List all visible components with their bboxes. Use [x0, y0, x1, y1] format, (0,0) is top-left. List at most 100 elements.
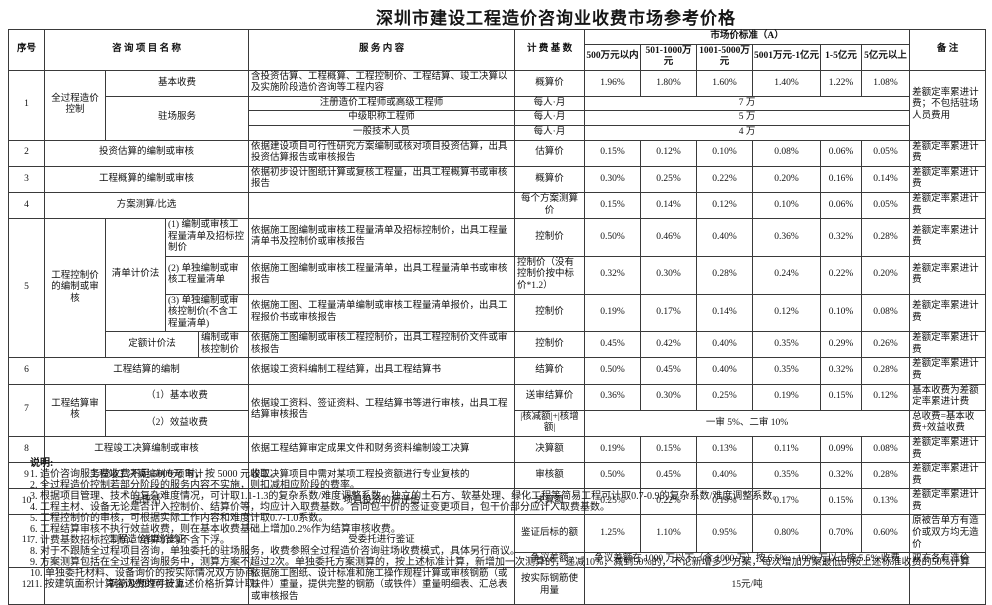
table-cell: 0.35%: [752, 331, 822, 359]
col-header-seq: 序号: [8, 29, 45, 71]
table-cell: [248, 191, 516, 220]
table-cell: (1) 编制或审核工程量清单及招标控制价: [164, 218, 250, 257]
table-cell: 0.17%: [752, 488, 822, 516]
table-cell: 依据施工图编制或审核工程控制价，出具工程控制价文件或审核报告: [248, 331, 516, 359]
table-cell: 0.80%: [752, 514, 822, 554]
table-cell: 0.10%: [696, 139, 754, 167]
table-cell: 一审 5%、二审 10%: [584, 409, 911, 437]
table-cell: 0.45%: [640, 357, 698, 385]
table-cell: 1.10%: [640, 514, 698, 554]
col-header-service: 服 务 内 容: [248, 29, 516, 71]
table-cell: 全过程造价控制: [44, 69, 106, 141]
table-header: 序号咨 询 项 目 名 称服 务 内 容计 费 基 数市场价标准（A）备 注 50…: [8, 29, 987, 71]
table-cell: 0.32%: [820, 357, 863, 385]
table-cell: 0.30%: [584, 165, 642, 193]
table-cell: 差额定率累进计费: [909, 255, 987, 295]
note-line: 8. 对于不跟随全过程项目咨询，单独委托的驻场服务，收费参照全过程造价咨询驻场收…: [30, 546, 520, 557]
table-cell: 0.32%: [584, 255, 642, 295]
table-cell: 差额定率累进计费: [909, 331, 987, 359]
table-cell: 依据施工图编制或审核工程量清单，出具工程量清单书或审核报告: [248, 255, 516, 295]
table-row: 2 投资估算的编制或审核 依据建设项目可行性研究方案编制或核对项目投资估算，出具投资…: [8, 139, 987, 167]
table-cell: 0.25%: [696, 383, 754, 411]
table-row: 1 全过程造价控制 基本收费 含投资估算、工程概算、工程控制价、工程结算、竣工决算以及…: [8, 69, 987, 141]
table-cell: 受委托进行鉴证: [248, 514, 516, 568]
table-row: 序号咨 询 项 目 名 称服 务 内 容计 费 基 数市场价标准（A）备 注: [8, 29, 987, 71]
table-cell: 结算价: [514, 357, 586, 385]
seq-cell: 4: [8, 191, 45, 220]
table-row: 10 后评估 项目投资的后评估 决算额 0.25% 0.22% 0.19% 0.17% 0.15…: [8, 488, 987, 516]
table-cell: 控制价（没有控制价按中标价*1.2）: [514, 255, 586, 295]
table-cell: 1.60%: [696, 69, 754, 97]
col-header-range-6: 5亿元以上: [861, 43, 911, 71]
notes-section: 说明: 1. 造价咨询服务费收费不足 5000元 时，按 5000 元收取。 2.…: [30, 458, 985, 590]
table-row: 8 工程竣工决算编制或审核 依据工程结算审定成果文件和财务资料编制竣工决算 决算额 0.…: [8, 435, 987, 464]
table-cell: 概算价: [514, 165, 586, 193]
col-header-market-standard: 市场价标准（A）: [584, 29, 911, 45]
table-row: 一般技术人员 每人·月 4 万: [9, 125, 986, 141]
table-cell: 依据工程结算审定成果文件和财务资料编制竣工决算: [248, 435, 516, 464]
col-header-remark: 备 注: [909, 29, 987, 71]
table-cell: 0.15%: [820, 488, 863, 516]
table-cell: 0.50%: [584, 218, 642, 257]
table-cell: 0.28%: [861, 218, 911, 257]
table-cell: 决算额: [514, 488, 586, 516]
table-cell: 含投资估算、工程概算、工程控制价、工程结算、竣工决算以及实施阶段造价咨询等工程内…: [248, 69, 516, 97]
table-cell: 0.22%: [640, 488, 698, 516]
table-cell: 0.29%: [820, 331, 863, 359]
table-cell: 工程结算的编制: [43, 357, 250, 385]
table-cell: 0.19%: [584, 293, 642, 333]
table-row: 定额计价法 编制或审核控制价 依据施工图编制或审核工程控制价，出具工程控制价文件或审…: [9, 331, 987, 359]
table-cell: 编制或审核控制价: [197, 331, 250, 359]
table-row: 争议差额 争议差额在 1000 万以下（含 1000 万）按 6.5%、1000 …: [9, 552, 987, 568]
table-cell: 0.60%: [861, 514, 911, 554]
table-cell: 0.15%: [584, 191, 642, 220]
table-cell: 依据施工图编制或审核工程量清单及招标控制价，出具工程量清单书及控制价或审核报告: [248, 218, 516, 257]
table-cell: 4 万: [584, 125, 911, 141]
notes-heading: 说明:: [30, 458, 54, 469]
table-cell: 工程造价纠纷鉴证: [43, 514, 250, 568]
table-cell: 0.45%: [640, 462, 698, 490]
table-cell: 工程控制价的编制或审核: [44, 218, 106, 359]
table-cell: 依据竣工资料编制工程结算，出具工程结算书: [248, 357, 516, 385]
table-cell: 0.28%: [861, 357, 911, 385]
table-cell: 差额定率累进计费: [909, 139, 987, 167]
table-row: 4 方案测算/比选 每个方案测算价 0.15% 0.14% 0.12% 0.10% 0.06%…: [8, 191, 987, 220]
table-cell: 控制价: [514, 293, 586, 333]
table-cell: 方案测算/比选: [43, 191, 250, 220]
table-cell: 0.40%: [696, 218, 754, 257]
note-line: 9. 方案测算包括在全过程咨询服务中，测算方案不超过2次。单独委托方案测算的，按…: [30, 557, 970, 568]
table-cell: 工程结算审核: [44, 383, 106, 437]
table-cell: 0.70%: [820, 514, 863, 554]
table-cell: 基本收费为差额定率累进计费: [909, 383, 987, 411]
table-cell: 差额定率累进计费: [909, 218, 987, 257]
table-cell: 0.19%: [752, 383, 822, 411]
table-cell: 0.20%: [861, 255, 911, 295]
table-cell: 驻场服务: [104, 95, 250, 141]
table-cell: 估算价: [514, 139, 586, 167]
table-cell: 依据初步设计图纸计算或复核工程量，出具工程概算书或审核报告: [248, 165, 516, 193]
note-line: 5. 工程控制价的审核，可根据实际工作内容和难度计取0.7-1.0系数。: [30, 513, 329, 524]
table-cell: 后评估: [43, 488, 250, 516]
table-cell: 0.14%: [640, 191, 698, 220]
table-cell: 0.05%: [861, 191, 911, 220]
table-cell: 中级职称工程师: [248, 110, 516, 127]
table-cell: 5 万: [584, 110, 911, 127]
seq-cell: 10: [8, 488, 45, 516]
table-cell: 1.08%: [861, 69, 911, 97]
table-cell: 0.12%: [752, 293, 822, 333]
table-cell: 0.32%: [820, 218, 863, 257]
table-cell: 1.96%: [584, 69, 642, 97]
table-cell: 0.15%: [584, 139, 642, 167]
table-cell: 基本收费: [104, 69, 250, 97]
seq-cell: 6: [8, 357, 45, 385]
table-cell: 0.05%: [861, 139, 911, 167]
table-cell: 0.19%: [696, 488, 754, 516]
table-cell: 项目投资的后评估: [248, 488, 516, 516]
table-cell: 0.25%: [640, 165, 698, 193]
col-header-range-5: 1-5亿元: [820, 43, 863, 71]
table-cell: 0.22%: [696, 165, 754, 193]
table-cell: 差额定率累进计费: [909, 462, 987, 490]
table-cell: 控制价: [514, 218, 586, 257]
table-cell: (3) 单独编制或审核控制价(不含工程量清单): [164, 293, 250, 333]
table-cell: 送审结算价: [514, 383, 586, 411]
